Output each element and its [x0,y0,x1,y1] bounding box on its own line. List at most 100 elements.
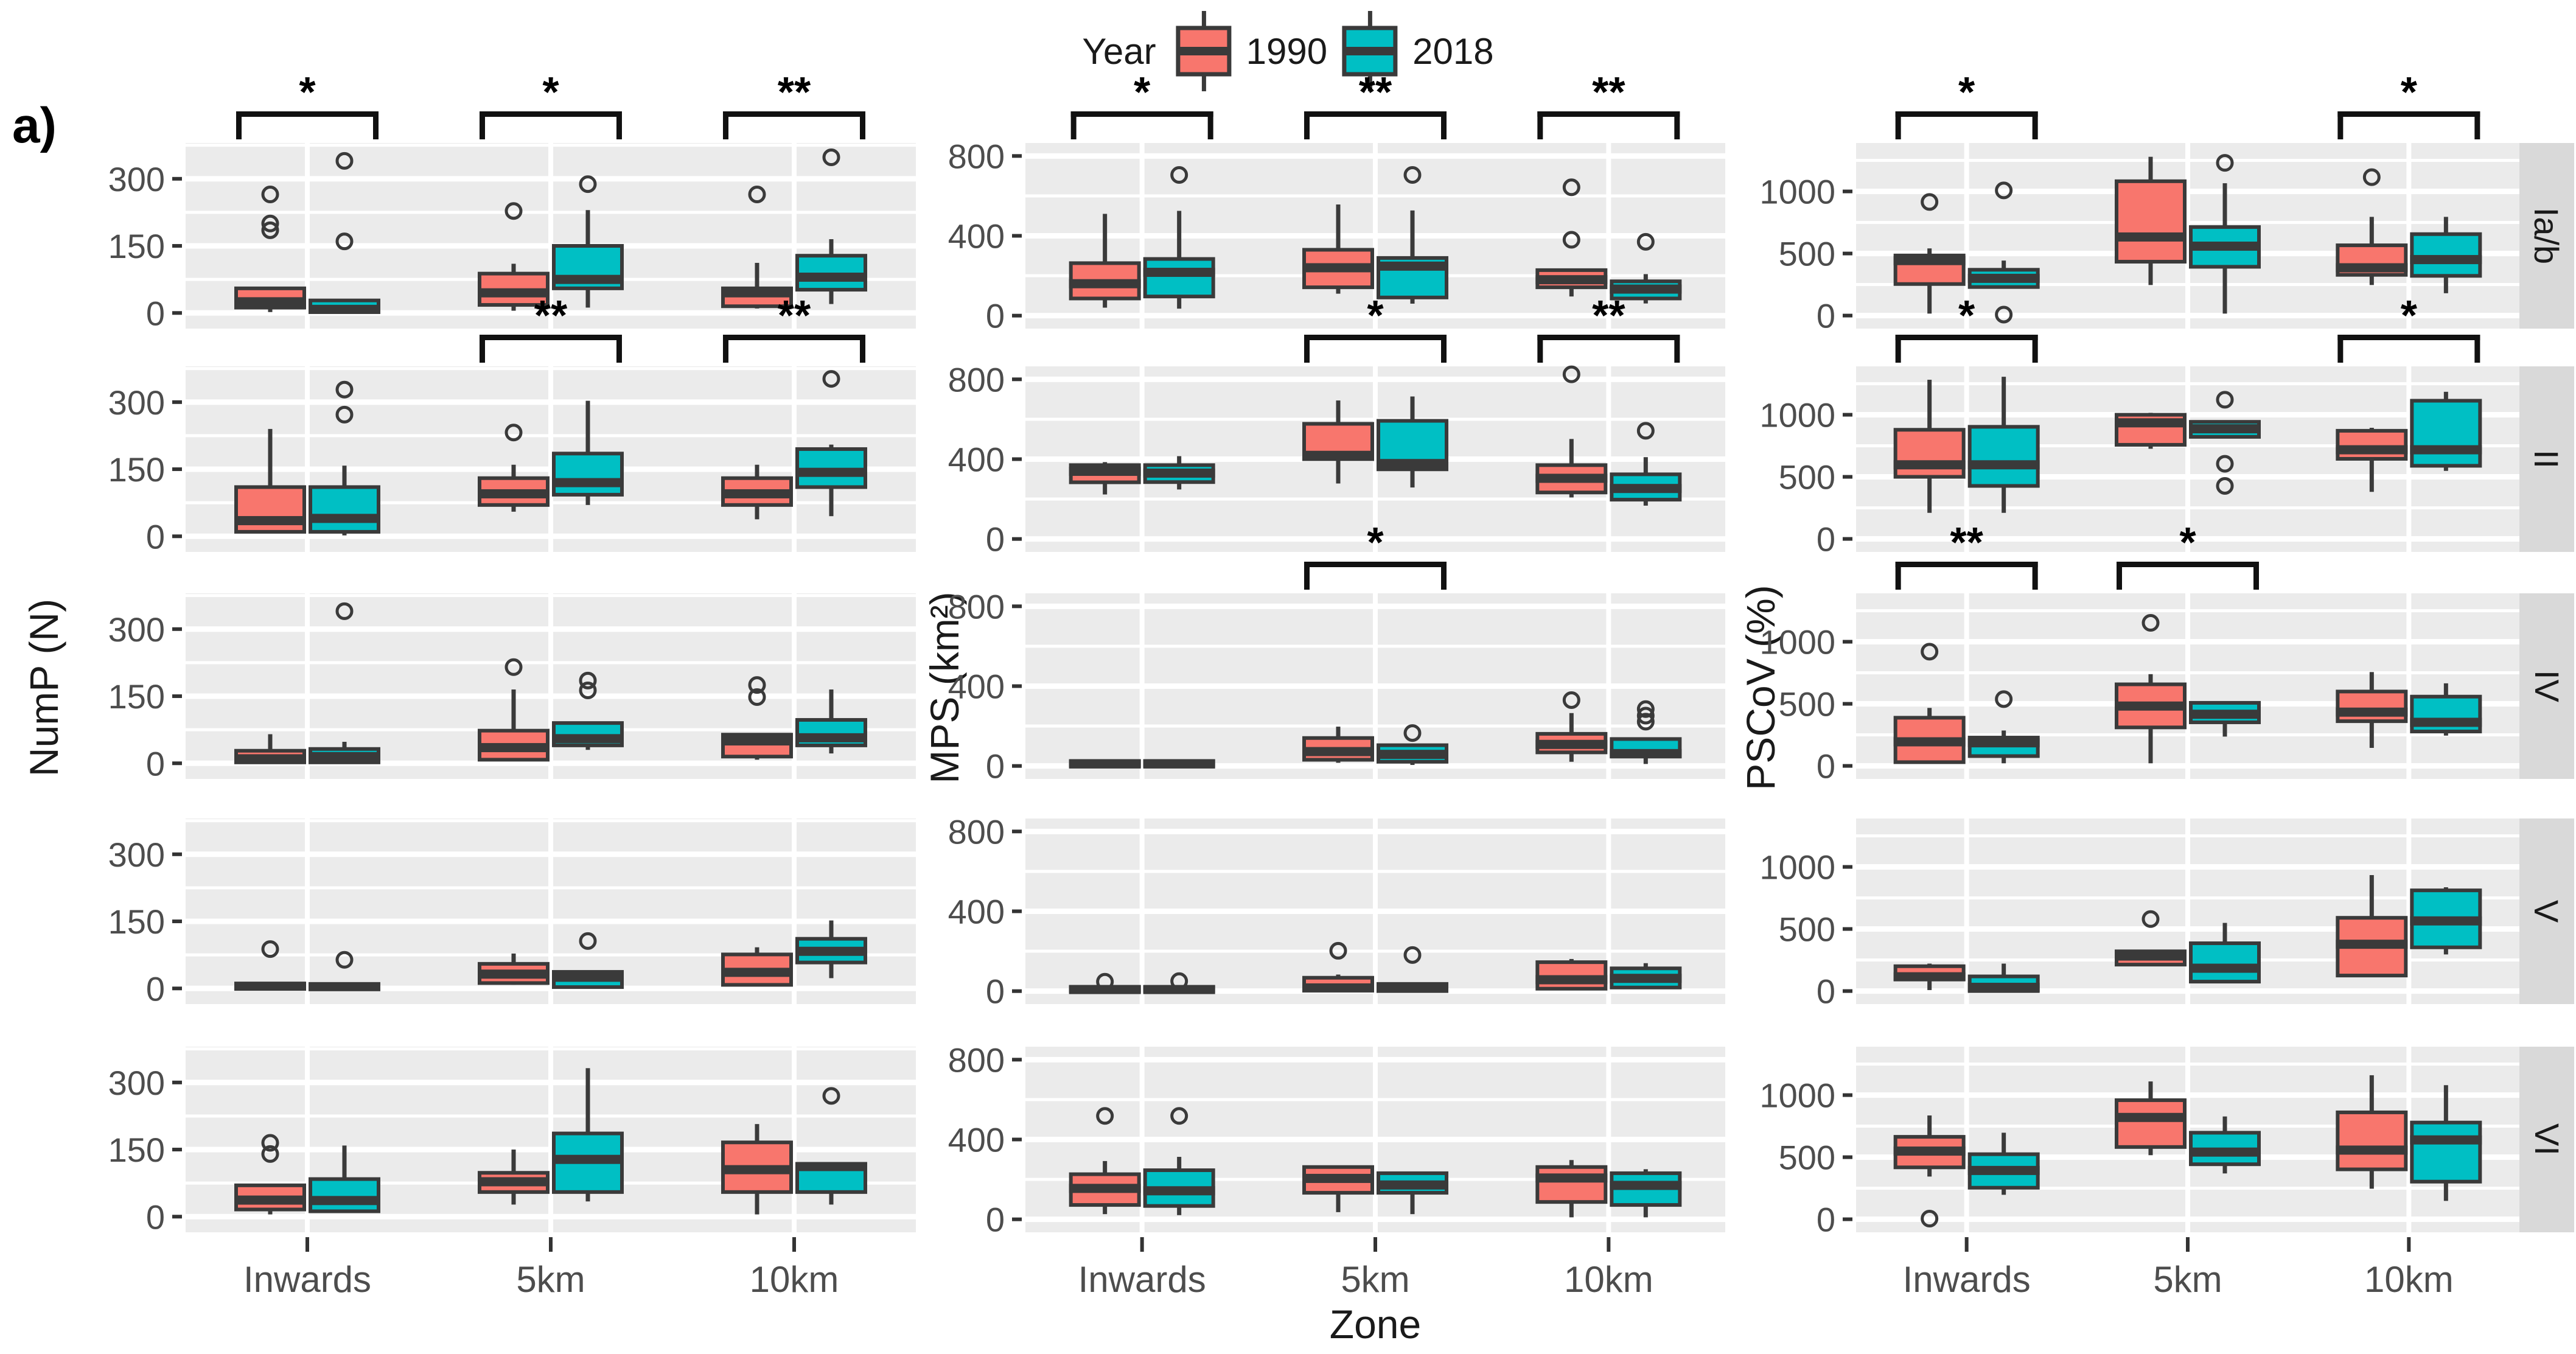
significance-stars: * [2401,291,2418,339]
gridline-vertical [2185,366,2190,552]
significance-stars: * [2179,518,2196,566]
significance-stars: * [1958,68,1975,116]
box-Inwards-1990 [234,1134,306,1215]
x-tick-label: 5km [1341,1259,1409,1300]
box-5km-1990 [478,658,550,762]
gridline-vertical [1964,593,1969,779]
y-tick-mark [1012,457,1022,461]
box-5km-1990 [2115,413,2187,449]
box-10km-1990 [1535,1160,1608,1218]
significance-stars: * [1134,68,1151,116]
panel-label: a) [12,98,57,153]
x-tick-label: 10km [2364,1259,2454,1300]
outlier-point [2216,391,2234,409]
gridline-vertical [2406,366,2412,552]
significance-stars: * [2401,68,2418,116]
facet-strip-V: V [2519,818,2574,1004]
gridline-vertical [1139,593,1145,779]
y-tick-label: 150 [108,450,165,489]
y-tick-label: 800 [948,587,1005,626]
panel-MPS-IV: 0 400 800 * [948,518,1725,786]
panel-NumP-VI: 0 150 300 Inwards 5km 10km [108,1047,916,1300]
x-tick-label: 10km [1564,1259,1653,1300]
outlier-point [261,221,279,239]
outlier-point [2216,476,2234,495]
gridline-vertical [792,1047,797,1232]
outlier-point [1562,231,1580,249]
x-axis-title: Zone [1329,1302,1422,1347]
x-tick-label: Inwards [243,1259,371,1300]
box-5km-2018 [2189,923,2261,984]
gridline-vertical [1964,366,1969,552]
y-tick-mark [1012,1217,1022,1221]
box-Inwards-2018 [1143,759,1215,769]
boxplot-key-icon [1176,11,1232,91]
box-5km-2018 [2189,700,2261,737]
outlier-point [1403,166,1422,184]
box-Inwards-2018 [1967,963,2040,993]
box-5km-2018 [1377,724,1448,766]
outlier-point [1921,643,1939,661]
y-tick-mark [172,694,182,699]
panel-MPS-V: 0 400 800 [948,812,1725,1011]
significance-bracket-10km: ** [723,291,865,363]
box-Inwards-1990 [234,186,306,312]
y-tick-mark [172,1215,182,1219]
significance-bracket-5km: ** [480,291,622,363]
significance-bracket-Inwards: * [1895,291,2038,363]
legend-items: 1990 2018 [1173,11,1494,91]
significance-stars: ** [534,291,568,339]
box-Inwards-1990 [1069,972,1141,994]
gridline-vertical [2185,818,2190,1004]
box-5km-1990 [478,953,550,985]
box-5km-2018 [1377,166,1448,304]
x-tick-mark [792,1237,796,1252]
y-tick-label: 0 [146,1198,165,1236]
gridline-vertical [2185,593,2190,779]
outlier-point [1096,972,1114,991]
significance-bracket-5km: * [1304,518,1447,590]
outlier-point [335,602,354,620]
y-tick-label: 1000 [1759,396,1835,434]
x-tick-mark [2407,1237,2411,1252]
x-tick-mark [1140,1237,1144,1252]
x-tick-label: Inwards [1903,1259,2031,1300]
gridline-vertical [1606,1047,1611,1232]
outlier-point [822,148,840,167]
y-tick-mark [172,176,182,181]
gridline-vertical [2185,1047,2190,1232]
significance-stars: ** [1359,68,1392,116]
gridline-vertical [1373,366,1378,552]
x-tick-label: 5km [516,1259,585,1300]
box-10km-2018 [2410,391,2482,471]
outlier-point [1636,713,1655,731]
outlier-point [335,380,354,399]
y-tick-label: 1000 [1759,623,1835,661]
y-tick-mark [1012,1058,1022,1062]
y-tick-label: 400 [948,441,1005,479]
y-tick-label: 0 [986,1201,1005,1239]
outlier-point [1562,691,1580,709]
box-Inwards-2018 [1967,690,2040,764]
box-Inwards-2018 [1143,1107,1215,1215]
box-Inwards-1990 [1069,214,1141,308]
y-tick-label: 0 [1817,297,1835,335]
panel-PSCoV-V: 0 500 1000 [1759,818,2519,1011]
outlier-point [504,424,523,442]
y-tick-label: 500 [1779,235,1835,273]
gridline-vertical [1373,143,1378,329]
y-tick-label: 1000 [1759,1077,1835,1115]
outlier-point [1995,181,2013,200]
gridline-vertical [1606,366,1611,552]
gridline-vertical [1373,818,1378,1004]
box-10km-1990 [2336,875,2408,978]
outlier-point [261,1134,279,1152]
panel-NumP-IV: 0 150 300 [108,593,916,783]
significance-stars: * [1367,518,1384,566]
outlier-point [1995,305,2013,324]
box-10km-1990 [2336,672,2408,748]
box-10km-2018 [795,148,867,304]
y-tick-label: 500 [1779,458,1835,497]
significance-stars: * [1958,291,1975,339]
